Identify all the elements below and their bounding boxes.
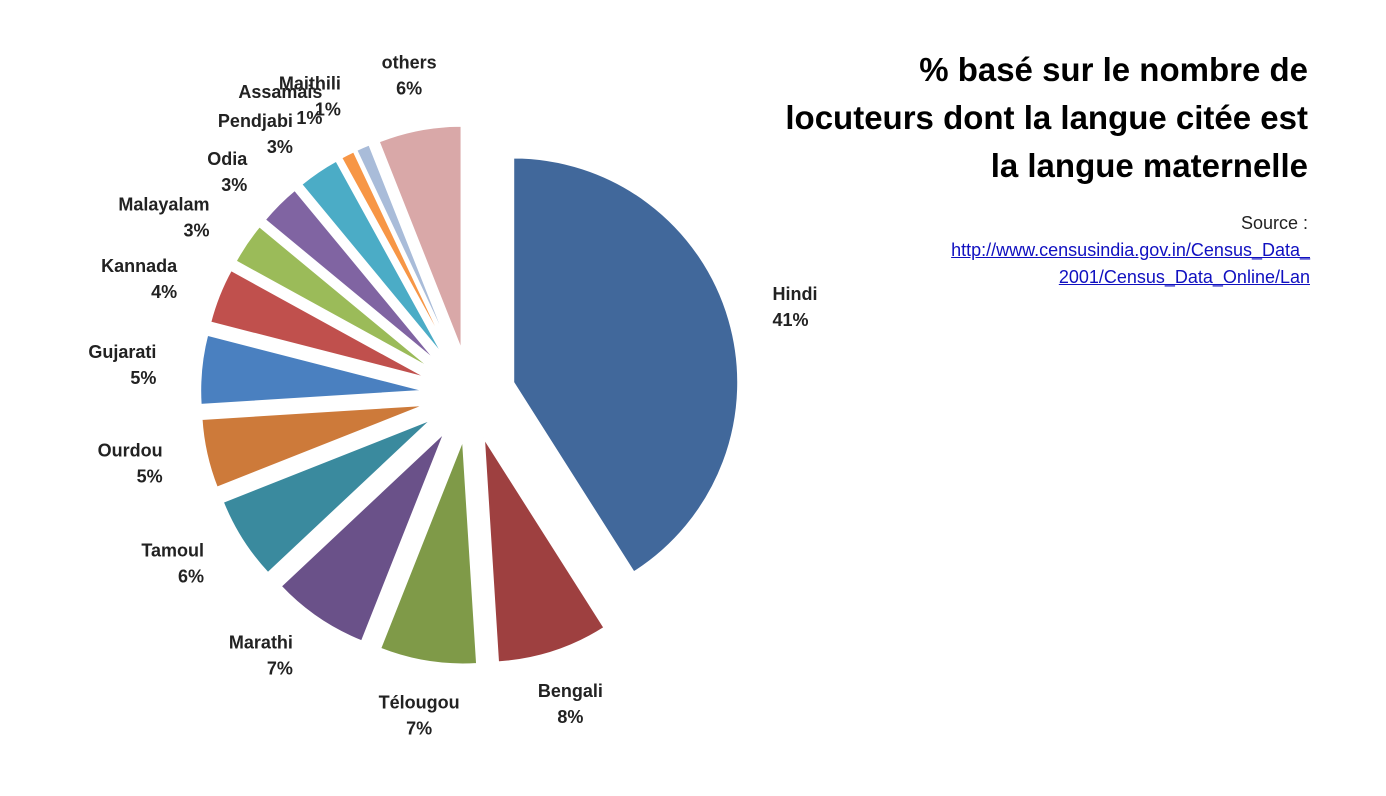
pie-slice <box>377 124 463 352</box>
slice-value-label: 6% <box>396 79 422 99</box>
pie-slice <box>512 156 740 574</box>
source-label: Source : <box>1240 213 1308 233</box>
slice-value-label: 5% <box>130 368 156 388</box>
slice-label: Hindi <box>772 284 817 304</box>
pie-slice <box>279 431 446 643</box>
slice-value-label: 7% <box>267 658 293 678</box>
pie-slice <box>263 188 439 364</box>
slice-value-label: 5% <box>137 466 163 486</box>
slice-label: Marathi <box>229 632 293 652</box>
slice-label: others <box>382 53 437 73</box>
slice-value-label: 8% <box>557 707 583 727</box>
pie-slice <box>482 437 606 664</box>
slice-label: Gujarati <box>88 342 156 362</box>
slice-value-label: 4% <box>151 282 177 302</box>
slice-label: Tamoul <box>141 541 204 561</box>
slice-value-label: 41% <box>772 310 808 330</box>
pie-slice <box>354 143 454 355</box>
slice-value-label: 3% <box>267 137 293 157</box>
slice-label: Télougou <box>379 693 460 713</box>
pie-slice <box>299 159 446 359</box>
slice-value-label: 6% <box>178 567 204 587</box>
slice-value-label: 1% <box>296 108 322 128</box>
slice-label: Ourdou <box>98 440 163 460</box>
pie-slice <box>221 418 433 575</box>
slice-label: Maithili <box>279 73 341 93</box>
pie-slice <box>199 333 426 406</box>
pie-slice <box>209 268 429 380</box>
slice-label: Bengali <box>538 681 603 701</box>
source-link[interactable]: http://www.censusindia.gov.in/Census_Dat… <box>951 240 1310 287</box>
slice-label: Pendjabi <box>218 111 293 131</box>
pie-slice <box>339 149 451 356</box>
pie-slice <box>200 403 427 489</box>
pie-slice <box>378 439 479 666</box>
slice-label: Odia <box>207 149 248 169</box>
slice-value-label: 7% <box>406 719 432 739</box>
slice-value-label: 3% <box>221 175 247 195</box>
slice-value-label: 3% <box>183 221 209 241</box>
slice-value-label: 1% <box>315 99 341 119</box>
slice-label: Malayalam <box>118 195 209 215</box>
chart-title: % basé sur le nombre de locuteurs dont l… <box>785 51 1308 184</box>
slice-label: Kannada <box>101 256 178 276</box>
pie-slice <box>234 224 434 371</box>
slice-label: Assamais <box>238 82 322 102</box>
